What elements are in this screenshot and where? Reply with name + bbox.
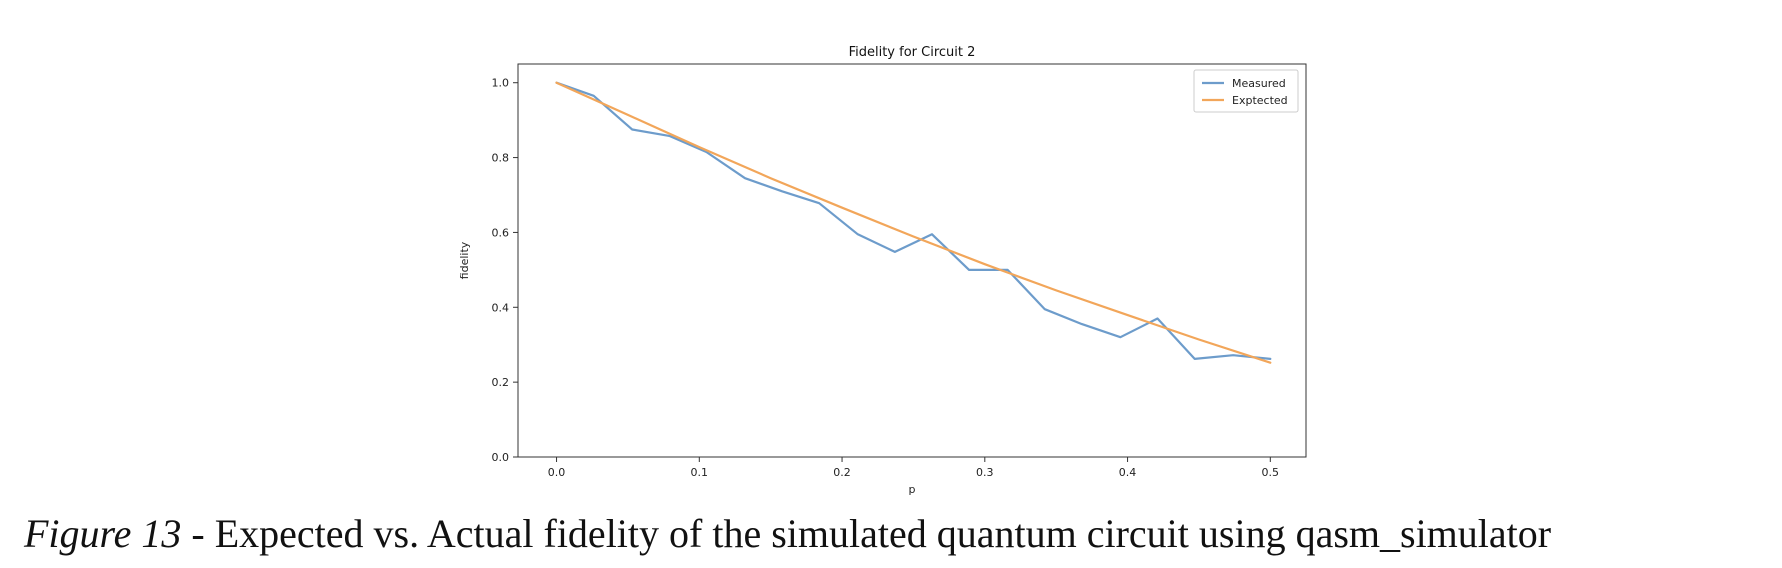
y-tick-label: 0.4 (492, 301, 510, 314)
y-tick-label: 0.6 (492, 226, 510, 239)
plot-frame (517, 63, 1307, 458)
x-tick-label: 0.2 (833, 466, 851, 479)
x-tick-label: 0.1 (691, 466, 709, 479)
caption-text: - Expected vs. Actual fidelity of the si… (181, 511, 1552, 556)
series-layer (555, 81, 1272, 364)
x-tick-label: 0.3 (976, 466, 994, 479)
figure-caption: Figure 13 - Expected vs. Actual fidelity… (24, 506, 1764, 562)
y-tick-label: 0.0 (492, 451, 510, 464)
figure-label: Figure 13 (24, 511, 182, 556)
x-axis: 0.0 0.1 0.2 0.3 0.4 0.5 (548, 457, 1279, 479)
x-tick-label: 0.5 (1262, 466, 1280, 479)
legend-label: Measured (1232, 77, 1286, 90)
legend: Measured Exptected (1193, 69, 1299, 113)
series-line-measured (555, 81, 1272, 360)
fidelity-chart: Fidelity for Circuit 2 0.0 0.1 0.2 0.3 0.4 0.… (458, 45, 1307, 496)
x-tick-label: 0.0 (548, 466, 566, 479)
y-tick-label: 1.0 (492, 77, 510, 90)
y-tick-label: 0.8 (492, 152, 510, 165)
x-tick-label: 0.4 (1119, 466, 1137, 479)
series-line-exptected (555, 81, 1272, 364)
y-tick-label: 0.2 (492, 376, 510, 389)
x-axis-label: p (909, 483, 916, 496)
y-axis-label: fidelity (458, 241, 471, 279)
legend-label: Exptected (1232, 94, 1288, 107)
legend-box (1193, 69, 1299, 113)
chart-title: Fidelity for Circuit 2 (849, 45, 976, 60)
y-axis: 0.0 0.2 0.4 0.6 0.8 1.0 (492, 77, 518, 464)
